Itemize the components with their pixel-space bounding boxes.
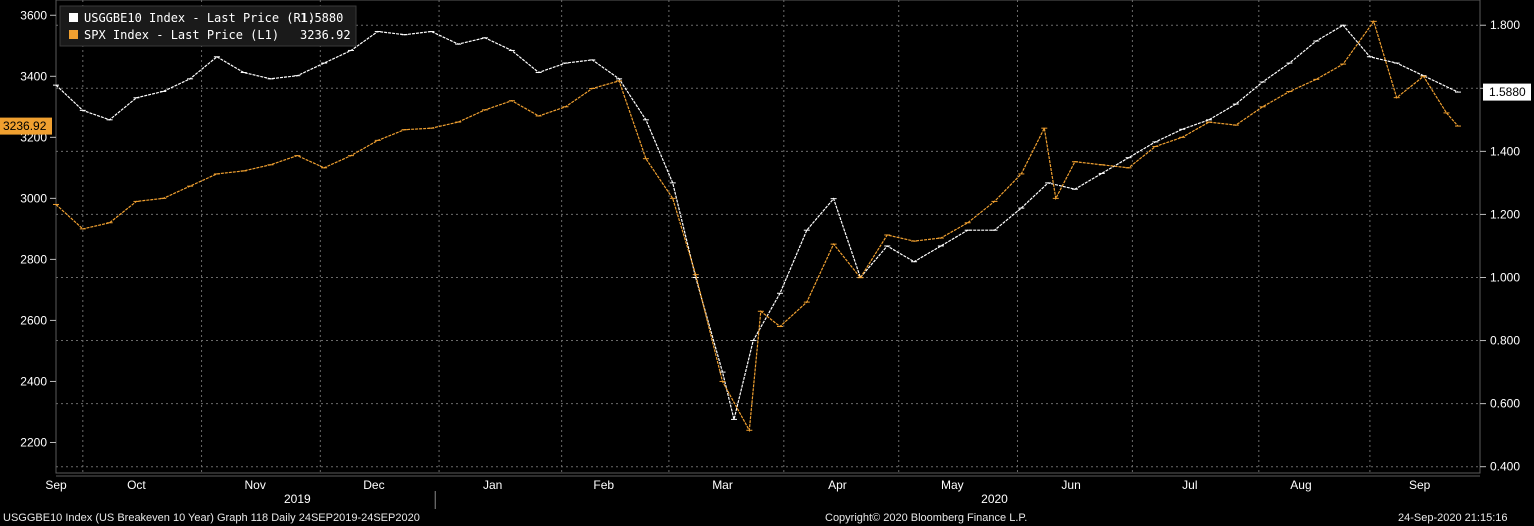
legend-label-usggbe10: USGGBE10 Index - Last Price (R1) <box>84 11 315 25</box>
right-tick-label: 1.000 <box>1490 270 1520 284</box>
footer-copyright: Copyright© 2020 Bloomberg Finance L.P. <box>825 512 1027 524</box>
series-spx <box>53 20 1461 433</box>
right-tick-label: 0.800 <box>1490 334 1520 348</box>
x-tick-label: Oct <box>127 478 146 492</box>
left-tick-label: 3000 <box>20 191 47 205</box>
legend-swatch-spx <box>69 30 78 39</box>
left-last-price-badge: 3236.92 <box>0 117 52 135</box>
footer-description: USGGBE10 Index (US Breakeven 10 Year) Gr… <box>3 512 420 524</box>
x-year-label: 2020 <box>981 492 1008 506</box>
grid-lines <box>56 0 1480 473</box>
left-badge-background <box>0 117 52 135</box>
legend-value-usggbe10: 1.5880 <box>300 11 343 25</box>
footer-timestamp: 24-Sep-2020 21:15:16 <box>1398 512 1507 524</box>
series-layer <box>53 20 1461 433</box>
right-tick-label: 0.400 <box>1490 460 1520 474</box>
left-tick-label: 2400 <box>20 374 47 388</box>
right-last-price-badge: 1.5880 <box>1483 83 1531 101</box>
series-line <box>55 20 1459 433</box>
right-tick-label: 1.200 <box>1490 207 1520 221</box>
left-tick-label: 3600 <box>20 8 47 22</box>
plot-frame <box>55 0 1481 474</box>
x-tick-label: Dec <box>363 478 384 492</box>
left-tick-label: 2200 <box>20 435 47 449</box>
x-tick-label: Jul <box>1182 478 1197 492</box>
right-badge-value: 1.5880 <box>1489 85 1526 99</box>
legend-swatch-usggbe10 <box>69 13 78 22</box>
x-tick-label: Aug <box>1290 478 1311 492</box>
x-tick-label: May <box>941 478 964 492</box>
x-tick-label: Sep <box>45 478 67 492</box>
right-badge-background <box>1483 83 1531 101</box>
x-tick-label: Jun <box>1061 478 1080 492</box>
left-tick-label: 2600 <box>20 313 47 327</box>
x-tick-label: Jan <box>483 478 502 492</box>
x-tick-label: Apr <box>828 478 847 492</box>
x-year-label: 2019 <box>284 492 311 506</box>
x-tick-label: Mar <box>712 478 733 492</box>
left-tick-label: 3400 <box>20 69 47 83</box>
right-tick-label: 1.800 <box>1490 18 1520 32</box>
right-tick-label: 1.400 <box>1490 144 1520 158</box>
left-badge-value: 3236.92 <box>3 119 47 133</box>
series-line <box>55 24 1459 420</box>
x-axis: Sep Oct Nov Dec Jan Feb Mar Apr May Jun Jul Aug Sep 2… <box>45 475 1480 509</box>
x-tick-label: Nov <box>245 478 266 492</box>
right-tick-label: 0.600 <box>1490 397 1520 411</box>
left-tick-label: 2800 <box>20 252 47 266</box>
legend-label-spx: SPX Index - Last Price (L1) <box>84 28 279 42</box>
legend: USGGBE10 Index - Last Price (R1) 1.5880 … <box>59 5 357 47</box>
legend-box <box>59 5 357 47</box>
x-tick-label: Sep <box>1409 478 1431 492</box>
legend-value-spx: 3236.92 <box>300 28 351 42</box>
x-tick-label: Feb <box>593 478 614 492</box>
series-usggbe10 <box>53 24 1461 420</box>
